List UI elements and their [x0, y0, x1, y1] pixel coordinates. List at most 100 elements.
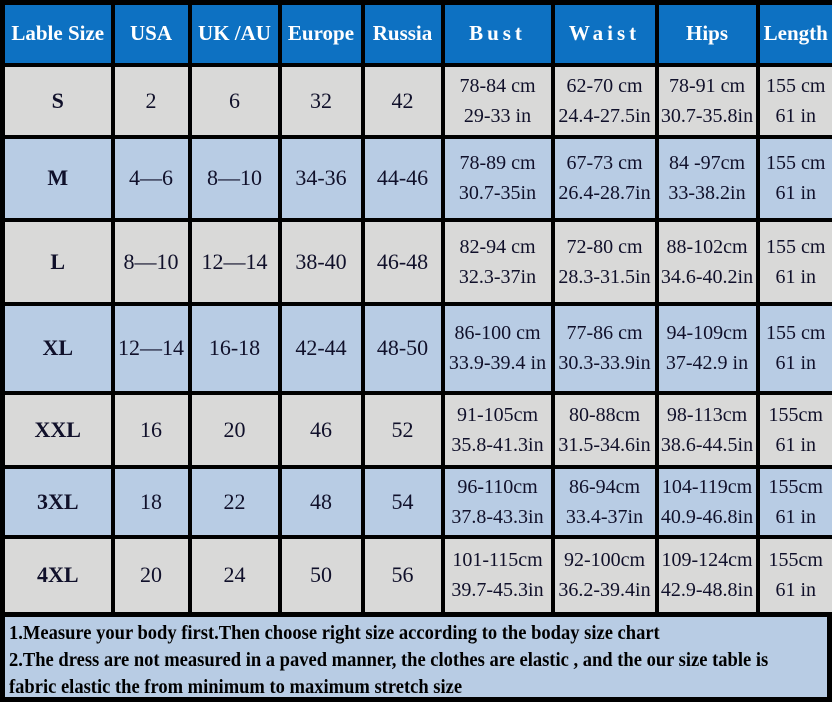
hips-cm-line: 98-113cm: [666, 403, 748, 426]
uk-au-cell: 20: [187, 390, 282, 469]
usa-cell: 4—6: [110, 134, 192, 222]
bust-in-line: 30.7-35in: [458, 182, 537, 204]
waist-in-line: 36.2-39.4in: [558, 579, 651, 602]
russia-cell: 44-46: [360, 134, 445, 222]
uk-au-cell: 6: [187, 62, 282, 139]
bust-in-line: 37.8-43.3in: [451, 505, 544, 528]
waist-cell: 77-86 cm 30.3-33.9in: [550, 301, 659, 395]
header-cell: Europe: [277, 0, 365, 67]
hips-cm-line: 84 -97cm: [668, 152, 746, 174]
bust-cm-line: 96-110cm: [457, 475, 538, 498]
usa-cell: 18: [110, 464, 192, 539]
length-cm-line: 155 cm: [766, 74, 826, 97]
length-cell: 155cm 61 in: [755, 390, 832, 469]
size-label-cell: L: [0, 217, 115, 306]
bust-cell: 96-110cm 37.8-43.3in: [440, 464, 555, 539]
notes-panel: 1.Measure your body first.Then choose ri…: [0, 617, 832, 702]
usa-cell: 12—14: [110, 301, 192, 395]
waist-in-line: 30.3-33.9in: [558, 352, 651, 374]
length-cm-line: 155cm: [768, 403, 823, 426]
length-in-line: 61 in: [775, 104, 817, 127]
bust-in-line: 35.8-41.3in: [451, 433, 544, 456]
header-cell: Bust: [440, 0, 555, 67]
header-cell: Waist: [550, 0, 659, 67]
bust-cell: 101-115cm 39.7-45.3in: [440, 534, 555, 617]
russia-cell: 56: [360, 534, 445, 617]
length-cell: 155 cm 61 in: [755, 217, 832, 306]
note-line-2: 2.The dress are not measured in a paved …: [9, 650, 769, 671]
hips-cell: 98-113cm 38.6-44.5in: [654, 390, 760, 469]
hips-cell: 84 -97cm 33-38.2in: [654, 134, 760, 222]
bust-in-line: 32.3-37in: [458, 265, 537, 288]
russia-cell: 42: [360, 62, 445, 139]
europe-cell: 34-36: [277, 134, 365, 222]
europe-cell: 38-40: [277, 217, 365, 306]
waist-cm-line: 67-73 cm: [566, 152, 643, 174]
table-row: XXL 16 20 46 52 91-105cm 35.8-41.3in 80-88cm 31.…: [0, 390, 832, 469]
length-cell: 155 cm 61 in: [755, 134, 832, 222]
table-row: 3XL 18 22 48 54 96-110cm 37.8-43.3in 86-94cm 33.…: [0, 464, 832, 539]
hips-in-line: 42.9-48.8in: [660, 579, 754, 602]
uk-au-cell: 16-18: [187, 301, 282, 395]
bust-cm-line: 82-94 cm: [459, 235, 536, 258]
length-cell: 155cm 61 in: [755, 464, 832, 539]
size-table-header: Lable Size USA UK /AU Europe Russia Bust Waist…: [0, 0, 832, 67]
uk-au-cell: 22: [187, 464, 282, 539]
hips-cm-line: 104-119cm: [661, 475, 753, 498]
bust-cm-line: 78-89 cm: [459, 152, 536, 174]
length-in-line: 61 in: [775, 433, 817, 456]
hips-cm-line: 94-109cm: [666, 322, 748, 344]
bust-cm-line: 86-100 cm: [454, 322, 541, 344]
note-line-3: fabric elastic the from minimum to maxim…: [9, 677, 463, 698]
waist-in-line: 31.5-34.6in: [558, 433, 651, 456]
hips-in-line: 40.9-46.8in: [660, 505, 754, 528]
bust-cell: 78-84 cm 29-33 in: [440, 62, 555, 139]
size-label-cell: XL: [0, 301, 115, 395]
header-cell: USA: [110, 0, 192, 67]
header-cell: Russia: [360, 0, 445, 67]
europe-cell: 46: [277, 390, 365, 469]
hips-cm-line: 78-91 cm: [668, 74, 746, 97]
waist-cm-line: 92-100cm: [563, 549, 646, 572]
length-cell: 155cm 61 in: [755, 534, 832, 617]
waist-in-line: 28.3-31.5in: [558, 265, 651, 288]
hips-in-line: 34.6-40.2in: [660, 265, 754, 288]
waist-cm-line: 80-88cm: [568, 403, 641, 426]
bust-cell: 78-89 cm 30.7-35in: [440, 134, 555, 222]
length-in-line: 61 in: [775, 505, 817, 528]
waist-cell: 86-94cm 33.4-37in: [550, 464, 659, 539]
size-label-cell: 4XL: [0, 534, 115, 617]
hips-cm-line: 88-102cm: [666, 235, 748, 258]
russia-cell: 48-50: [360, 301, 445, 395]
russia-cell: 46-48: [360, 217, 445, 306]
length-in-line: 61 in: [775, 265, 817, 288]
bust-cm-line: 91-105cm: [456, 403, 539, 426]
waist-cm-line: 72-80 cm: [566, 235, 643, 258]
length-cm-line: 155 cm: [766, 152, 826, 174]
hips-cell: 78-91 cm 30.7-35.8in: [654, 62, 760, 139]
europe-cell: 32: [277, 62, 365, 139]
hips-cm-line: 109-124cm: [661, 549, 753, 572]
hips-cell: 94-109cm 37-42.9 in: [654, 301, 760, 395]
bust-cm-line: 78-84 cm: [459, 74, 536, 97]
table-row: L 8—10 12—14 38-40 46-48 82-94 cm 32.3-37in 72-…: [0, 217, 832, 306]
bust-cell: 86-100 cm 33.9-39.4 in: [440, 301, 555, 395]
note-line-1: 1.Measure your body first.Then choose ri…: [9, 623, 660, 644]
waist-cell: 80-88cm 31.5-34.6in: [550, 390, 659, 469]
usa-cell: 20: [110, 534, 192, 617]
europe-cell: 48: [277, 464, 365, 539]
length-in-line: 61 in: [775, 579, 817, 602]
uk-au-cell: 8—10: [187, 134, 282, 222]
length-in-line: 61 in: [775, 182, 817, 204]
table-row: M 4—6 8—10 34-36 44-46 78-89 cm 30.7-35in 67-73…: [0, 134, 832, 222]
hips-in-line: 37-42.9 in: [665, 352, 749, 374]
waist-cell: 92-100cm 36.2-39.4in: [550, 534, 659, 617]
bust-cm-line: 101-115cm: [452, 549, 543, 572]
usa-cell: 16: [110, 390, 192, 469]
header-cell: Length: [755, 0, 832, 67]
waist-cell: 62-70 cm 24.4-27.5in: [550, 62, 659, 139]
europe-cell: 50: [277, 534, 365, 617]
length-cm-line: 155cm: [768, 549, 823, 572]
usa-cell: 8—10: [110, 217, 192, 306]
